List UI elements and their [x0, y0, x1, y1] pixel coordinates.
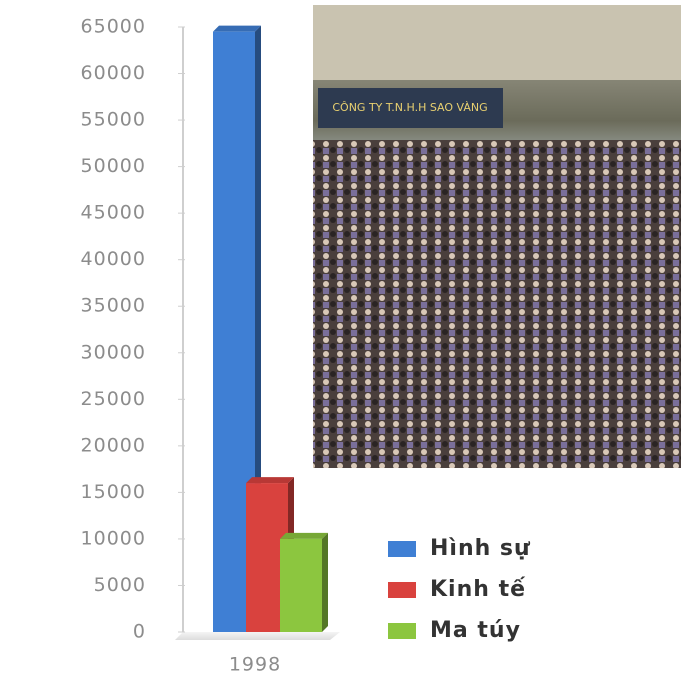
page: {"chart_data": {"type": "bar", "categori…	[0, 0, 681, 684]
legend-label: Hình sự	[430, 536, 531, 561]
y-tick-label: 10000	[81, 527, 146, 549]
y-tick-label: 35000	[81, 295, 146, 317]
y-tick-label: 50000	[81, 155, 146, 177]
x-tick-label: 1998	[229, 654, 281, 676]
bar-top	[213, 26, 261, 32]
y-tick-label: 30000	[81, 341, 146, 363]
floor	[175, 632, 340, 640]
chart: CÔNG TY T.N.H.H SAO VÀNG 0 5000 10000 15000…	[0, 0, 681, 684]
legend-swatch	[388, 541, 416, 557]
bar-top	[246, 477, 294, 483]
legend-swatch	[388, 623, 416, 639]
bar	[280, 539, 322, 632]
y-tick-label: 45000	[81, 202, 146, 224]
y-tick-label: 60000	[81, 62, 146, 84]
y-tick-label: 15000	[81, 481, 146, 503]
bar-top	[280, 533, 328, 539]
y-tick-label: 5000	[94, 574, 146, 596]
legend-label: Ma túy	[430, 618, 521, 643]
legend-swatch	[388, 582, 416, 598]
y-tick-label: 20000	[81, 434, 146, 456]
y-tick-label: 65000	[81, 16, 146, 38]
y-tick-label: 55000	[81, 109, 146, 131]
y-tick-label: 0	[133, 621, 146, 643]
bar-side	[322, 533, 328, 632]
legend-label: Kinh tế	[430, 577, 526, 602]
svg-text:CÔNG TY T.N.H.H SAO VÀNG: CÔNG TY T.N.H.H SAO VÀNG	[332, 101, 487, 114]
y-tick-label: 40000	[81, 248, 146, 270]
photo: CÔNG TY T.N.H.H SAO VÀNG	[313, 5, 681, 468]
y-tick-label: 25000	[81, 388, 146, 410]
